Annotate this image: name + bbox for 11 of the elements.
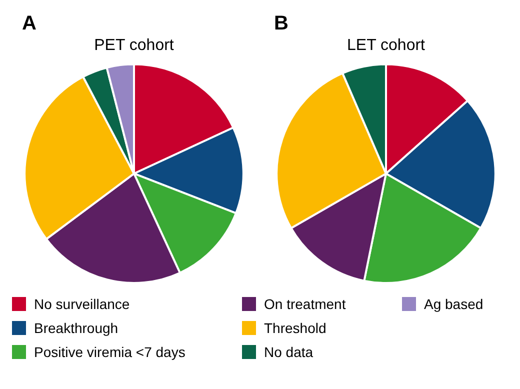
legend-label: Ag based xyxy=(424,296,484,312)
chart-title: A xyxy=(22,12,36,35)
legend-label: On treatment xyxy=(264,296,346,312)
chart-title: B xyxy=(274,12,288,35)
legend-label: Breakthrough xyxy=(34,320,118,336)
legend-label: No data xyxy=(264,344,314,360)
chart-subtitle: PET cohort xyxy=(94,37,174,54)
legend-label: No surveillance xyxy=(34,296,130,312)
legend-label: Threshold xyxy=(264,320,326,336)
legend-label: Positive viremia <7 days xyxy=(34,344,186,360)
chart-subtitle: LET cohort xyxy=(347,37,426,54)
